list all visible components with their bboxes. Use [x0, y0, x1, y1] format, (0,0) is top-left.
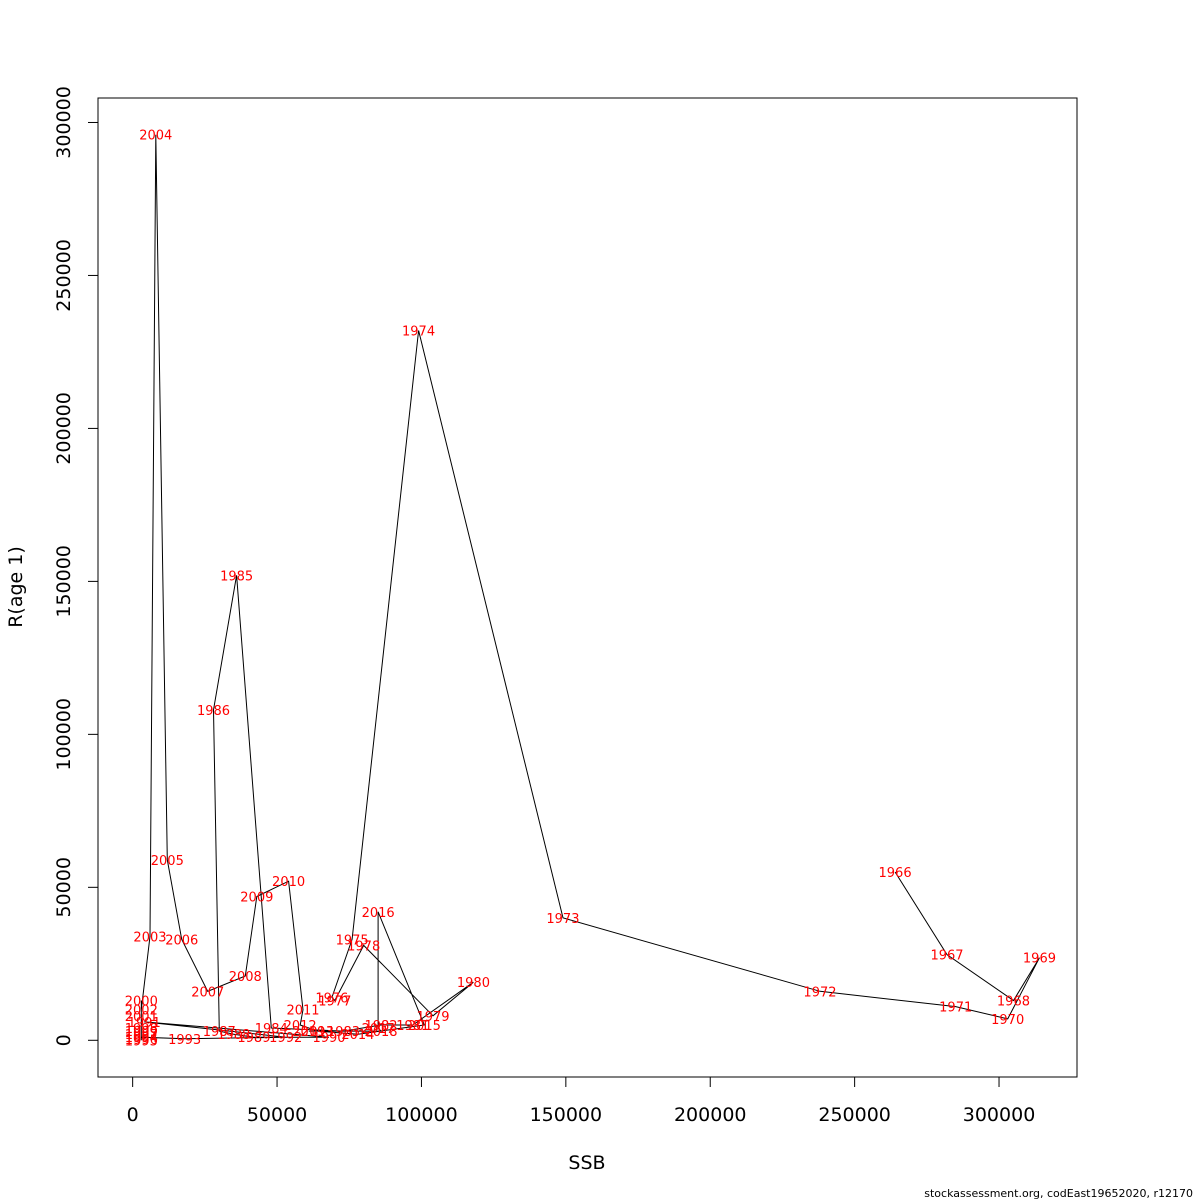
y-tick-label: 150000 [53, 545, 75, 618]
data-point-label: 1990 [312, 1031, 345, 1046]
data-point-label: 1979 [416, 1010, 449, 1025]
data-point-label: 1966 [879, 866, 912, 881]
y-tick-label: 300000 [53, 86, 75, 159]
data-point-label: 2009 [240, 890, 273, 905]
data-point-label: 1986 [197, 704, 230, 719]
data-point-label: 1984 [255, 1022, 288, 1037]
x-tick-label: 0 [127, 1104, 139, 1126]
y-tick-label: 50000 [53, 857, 75, 917]
data-point-label: 2010 [272, 875, 305, 890]
x-axis-label: SSB [568, 1152, 605, 1174]
data-point-label: 1967 [930, 949, 963, 964]
y-tick-label: 250000 [53, 239, 75, 312]
data-point-label: 2013 [301, 1025, 334, 1040]
data-point-label: 2015 [408, 1019, 441, 1034]
footer-credit: stockassessment.org, codEast19652020, r1… [924, 1187, 1193, 1200]
data-point-label: 2000 [125, 995, 158, 1010]
data-point-label: 1976 [315, 991, 348, 1006]
x-tick-label: 250000 [818, 1104, 891, 1126]
data-point-label: 1994 [125, 1031, 158, 1046]
x-tick-label: 150000 [530, 1104, 603, 1126]
series-line-group [140, 134, 1040, 1041]
point-labels-group: 1966 1967 1968 1969 1970 1971 1972 1973 1974 1975… [125, 129, 1056, 1050]
data-point-label: 1981 [396, 1019, 429, 1034]
data-point-label: 1985 [220, 569, 253, 584]
data-point-label: 1973 [546, 912, 579, 927]
data-point-label: 2019 [292, 1025, 325, 1040]
y-axis: 0 50000 100000 150000 200000 250000 300000 [53, 86, 99, 1046]
x-tick-label: 100000 [385, 1104, 458, 1126]
data-point-label: 2005 [151, 854, 184, 869]
series-line [140, 134, 1040, 1041]
data-point-label: 1971 [939, 1001, 972, 1016]
data-point-label: 1989 [237, 1031, 270, 1046]
data-point-label: 2016 [362, 906, 395, 921]
data-point-label: 2011 [286, 1004, 319, 1019]
data-point-label: 1975 [336, 933, 369, 948]
data-point-label: 1969 [1023, 952, 1056, 967]
data-point-label: 1988 [217, 1028, 250, 1043]
data-point-label: 1982 [364, 1019, 397, 1034]
data-point-label: 2006 [165, 933, 198, 948]
data-point-label: 2007 [191, 985, 224, 1000]
data-point-label: 1991 [128, 1016, 161, 1031]
data-point-label: 1972 [803, 985, 836, 1000]
data-point-label: 1968 [997, 995, 1030, 1010]
data-point-label: 2018 [364, 1025, 397, 1040]
data-point-label: 1977 [318, 995, 351, 1010]
data-point-label: 1998 [125, 1022, 158, 1037]
data-point-label: 1987 [203, 1025, 236, 1040]
y-tick-label: 200000 [53, 392, 75, 465]
data-point-label: 2001 [125, 1010, 158, 1025]
y-tick-label: 100000 [53, 698, 75, 771]
data-point-label: 2014 [341, 1028, 374, 1043]
y-axis-label: R(age 1) [5, 546, 27, 628]
data-point-label: 1996 [125, 1033, 158, 1048]
data-point-label: 1992 [269, 1031, 302, 1046]
x-tick-label: 50000 [247, 1104, 307, 1126]
data-point-label: 1999 [125, 1025, 158, 1040]
data-point-label: 2004 [139, 129, 172, 144]
data-point-label: 1995 [125, 1034, 158, 1049]
y-tick-label: 0 [53, 1034, 75, 1046]
plot-frame [97, 97, 1078, 1078]
data-point-label: 2008 [229, 970, 262, 985]
x-axis: 0 50000 100000 150000 200000 250000 300000 [127, 1076, 1036, 1126]
data-point-label: 2012 [284, 1019, 317, 1034]
data-point-label: 1983 [327, 1025, 360, 1040]
x-tick-label: 300000 [963, 1104, 1036, 1126]
data-point-label: 2017 [362, 1022, 395, 1037]
data-point-label: 1993 [168, 1033, 201, 1048]
data-point-label: 1970 [991, 1013, 1024, 1028]
data-point-label: 2002 [125, 1004, 158, 1019]
data-point-label: 2003 [133, 930, 166, 945]
data-point-label: 1974 [402, 325, 435, 340]
data-point-label: 1980 [457, 976, 490, 991]
x-tick-label: 200000 [674, 1104, 747, 1126]
data-point-label: 1997 [125, 1028, 158, 1043]
data-point-label: 1978 [347, 939, 380, 954]
